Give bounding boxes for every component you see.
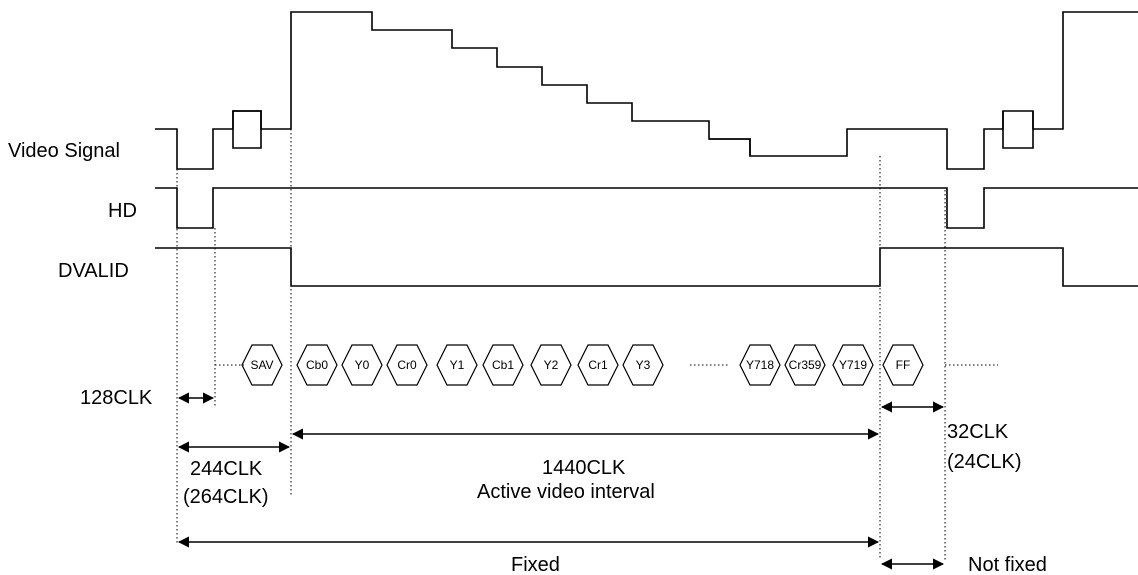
data-word-label: Cb0 xyxy=(306,358,328,372)
video-signal-label: Video Signal xyxy=(8,140,120,162)
hd-label: HD xyxy=(108,200,137,222)
active-interval-label: Active video interval xyxy=(477,481,655,503)
data-word-label: Y2 xyxy=(544,358,559,372)
data-word-label: Y3 xyxy=(636,358,651,372)
hd-waveform xyxy=(155,187,1138,229)
dvalid-label: DVALID xyxy=(58,260,129,282)
data-word-label: Y719 xyxy=(839,358,867,372)
data-word-hex xyxy=(296,344,338,386)
data-word-label: FF xyxy=(896,358,911,372)
data-word-hex xyxy=(622,344,664,386)
clk244-alt-label: (264CLK) xyxy=(183,486,269,508)
data-word-label: Cr0 xyxy=(397,358,417,372)
dvalid-waveform xyxy=(155,247,1138,287)
video-burst-left-box xyxy=(232,111,262,149)
data-word-label: Y0 xyxy=(355,358,370,372)
data-word-hex xyxy=(482,344,524,386)
data-word-hex xyxy=(386,344,428,386)
data-word-hex xyxy=(436,344,478,386)
data-word-stream: SAV Cb0 Y0 Cr0 Y1 Cb1 Y2 Cr1 Y3 Y718 Cr359 Y719 FF xyxy=(241,344,924,386)
data-word-label: Y718 xyxy=(746,358,774,372)
data-word-label: Y1 xyxy=(450,358,465,372)
data-word-label: Cr359 xyxy=(789,358,822,372)
video-signal-waveform xyxy=(155,11,1138,170)
data-word-hex xyxy=(241,344,283,386)
video-staircase-fix xyxy=(709,138,751,156)
clk1440-label: 1440CLK xyxy=(542,457,626,479)
data-word-hex xyxy=(577,344,619,386)
data-word-label: SAV xyxy=(250,358,273,372)
clk32-alt-label: (24CLK) xyxy=(947,451,1021,473)
data-word-hex xyxy=(784,344,826,386)
clk32-label: 32CLK xyxy=(947,421,1009,443)
video-burst-right-box xyxy=(1002,111,1034,149)
data-word-hex xyxy=(882,344,924,386)
data-word-label: Cr1 xyxy=(588,358,608,372)
not-fixed-label: Not fixed xyxy=(968,554,1047,575)
data-word-hex xyxy=(341,344,383,386)
fixed-label: Fixed xyxy=(511,554,560,575)
data-word-hex xyxy=(832,344,874,386)
clk244-label: 244CLK xyxy=(190,458,263,480)
clk128-label: 128CLK xyxy=(80,387,153,409)
data-word-hex xyxy=(739,344,781,386)
data-word-label: Cb1 xyxy=(492,358,514,372)
data-word-hex xyxy=(530,344,572,386)
